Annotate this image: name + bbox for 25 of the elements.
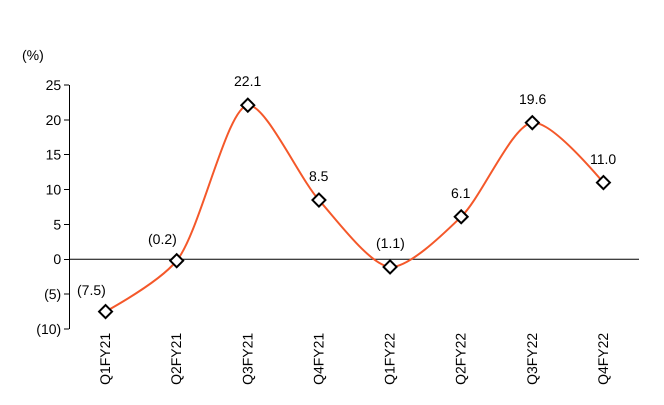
x-tick-label: Q4FY21 — [310, 332, 326, 385]
data-label: (7.5) — [77, 282, 106, 298]
x-tick-label: Q1FY22 — [382, 332, 398, 385]
y-tick-label: 5 — [53, 216, 62, 232]
data-label: 11.0 — [590, 151, 616, 167]
x-tick-label: Q3FY21 — [239, 332, 256, 385]
x-tick-label: Q2FY22 — [452, 332, 469, 385]
data-label: (0.2) — [148, 231, 177, 247]
x-tick-label: Q4FY22 — [594, 332, 611, 385]
data-label: 19.6 — [519, 91, 546, 107]
data-label: 6.1 — [451, 185, 471, 201]
y-tick-label: 10 — [46, 181, 62, 198]
x-tick-label: Q2FY21 — [168, 332, 184, 385]
data-label: (1.1) — [376, 235, 405, 251]
x-tick-label: Q1FY21 — [97, 332, 114, 385]
y-tick-label: 15 — [46, 146, 62, 163]
y-tick-label: 20 — [46, 112, 62, 128]
y-axis-title: (%) — [22, 47, 44, 63]
x-tick-label: Q3FY22 — [524, 332, 540, 385]
data-label: 22.1 — [234, 73, 262, 89]
y-tick-label: 0 — [53, 251, 62, 268]
data-label: 8.5 — [309, 168, 329, 184]
y-tick-label: 25 — [46, 76, 62, 93]
y-tick-label: (10) — [36, 320, 62, 337]
y-tick-label: (5) — [44, 286, 62, 302]
